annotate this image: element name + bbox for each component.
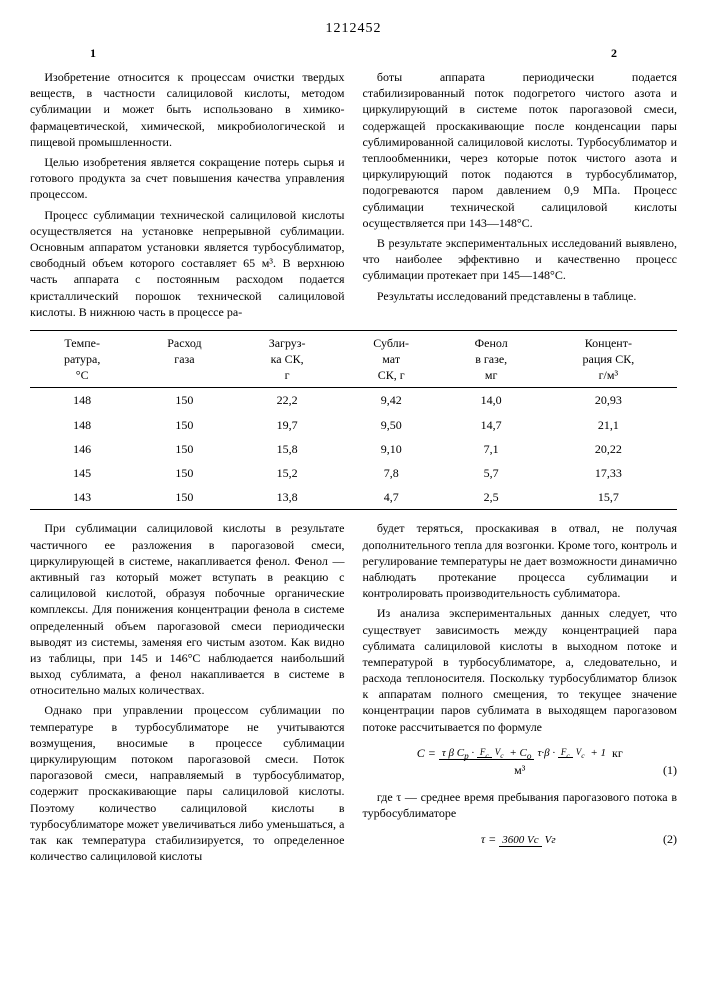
table-header: Расходгаза <box>134 330 234 388</box>
patent-number: 1212452 <box>30 20 677 39</box>
table-row: 14615015,89,107,120,22 <box>30 437 677 461</box>
table-cell: 7,1 <box>443 437 540 461</box>
table-cell: 150 <box>134 388 234 413</box>
table-cell: 148 <box>30 413 134 437</box>
table-cell: 148 <box>30 388 134 413</box>
table-cell: 14,0 <box>443 388 540 413</box>
formula-where: где τ — среднее время пребывания парогаз… <box>363 789 678 821</box>
table-cell: 14,7 <box>443 413 540 437</box>
table-cell: 13,8 <box>235 485 340 510</box>
table-cell: 150 <box>134 485 234 510</box>
table-cell: 146 <box>30 437 134 461</box>
table-row: 14815022,29,4214,020,93 <box>30 388 677 413</box>
paragraph: Целью изобретения является сокращение по… <box>30 154 345 203</box>
table-cell: 150 <box>134 461 234 485</box>
table-cell: 20,93 <box>540 388 677 413</box>
table-header: Темпе-ратура,°С <box>30 330 134 388</box>
table-header: Загруз-ка СК,г <box>235 330 340 388</box>
table-cell: 4,7 <box>340 485 443 510</box>
table-cell: 20,22 <box>540 437 677 461</box>
table-header: Концент-рация СК,г/м³ <box>540 330 677 388</box>
paragraph: Изобретение относится к процессам очистк… <box>30 69 345 150</box>
table-cell: 143 <box>30 485 134 510</box>
table-cell: 9,42 <box>340 388 443 413</box>
formula-1: С = τ β Cр · FсVс + Cоτ·β · FсVс + 1 кгм… <box>363 745 678 779</box>
paragraph: будет теряться, проскакивая в отвал, не … <box>363 520 678 601</box>
paragraph: Однако при управлении процессом сублимац… <box>30 702 345 864</box>
table-cell: 150 <box>134 413 234 437</box>
table-row: 14815019,79,5014,721,1 <box>30 413 677 437</box>
bottom-text-block: При сублимации салициловой кислоты в рез… <box>30 520 677 864</box>
table-cell: 19,7 <box>235 413 340 437</box>
table-cell: 9,50 <box>340 413 443 437</box>
page-numbers: 1 2 <box>30 45 677 61</box>
results-table: Темпе-ратура,°СРасходгазаЗагруз-ка СК,гС… <box>30 330 677 511</box>
table-cell: 17,33 <box>540 461 677 485</box>
page-right: 2 <box>611 45 617 61</box>
table-cell: 145 <box>30 461 134 485</box>
paragraph: Результаты исследований представлены в т… <box>363 288 678 304</box>
table-row: 14315013,84,72,515,7 <box>30 485 677 510</box>
paragraph: При сублимации салициловой кислоты в рез… <box>30 520 345 698</box>
table-cell: 7,8 <box>340 461 443 485</box>
table-cell: 15,7 <box>540 485 677 510</box>
table-header: Фенолв газе,мг <box>443 330 540 388</box>
table-cell: 21,1 <box>540 413 677 437</box>
page-left: 1 <box>90 45 96 61</box>
table-cell: 2,5 <box>443 485 540 510</box>
table-cell: 5,7 <box>443 461 540 485</box>
table-cell: 15,2 <box>235 461 340 485</box>
table-row: 14515015,27,85,717,33 <box>30 461 677 485</box>
formula-2: τ = 3600 VсVг(2) <box>363 831 678 848</box>
paragraph: Из анализа экспериментальных данных след… <box>363 605 678 735</box>
top-text-block: Изобретение относится к процессам очистк… <box>30 69 677 320</box>
table-header: Субли-матСК, г <box>340 330 443 388</box>
paragraph: боты аппарата периодически подается стаб… <box>363 69 678 231</box>
paragraph: В результате экспериментальных исследова… <box>363 235 678 284</box>
paragraph: Процесс сублимации технической салицилов… <box>30 207 345 320</box>
table-cell: 150 <box>134 437 234 461</box>
table-cell: 9,10 <box>340 437 443 461</box>
table-cell: 15,8 <box>235 437 340 461</box>
table-cell: 22,2 <box>235 388 340 413</box>
